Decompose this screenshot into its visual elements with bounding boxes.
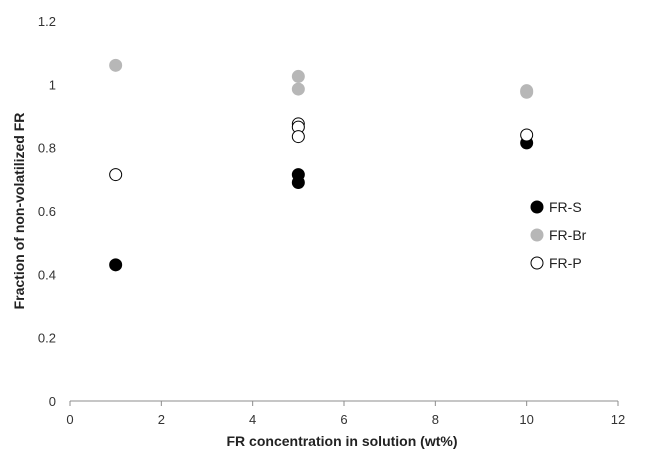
point-fr-br <box>291 82 305 96</box>
legend-marker-fr-br <box>530 228 544 242</box>
legend-label-fr-br: FR-Br <box>549 227 587 243</box>
x-tick-label: 8 <box>432 412 439 427</box>
legend-marker-fr-s <box>530 200 544 214</box>
point-fr-br <box>291 69 305 83</box>
y-tick-label: 0.2 <box>38 331 56 346</box>
x-tick-label: 4 <box>249 412 256 427</box>
x-tick-label: 12 <box>611 412 625 427</box>
legend-label-fr-p: FR-P <box>549 255 582 271</box>
y-axis-ticks: 0 0.2 0.4 0.6 0.8 1 1.2 <box>38 14 56 409</box>
y-tick-label: 0 <box>49 394 56 409</box>
y-tick-label: 1.2 <box>38 14 56 29</box>
x-tick-label: 6 <box>340 412 347 427</box>
point-fr-br <box>520 85 534 99</box>
legend-label-fr-s: FR-S <box>549 199 582 215</box>
x-axis-title: FR concentration in solution (wt%) <box>227 433 458 449</box>
point-fr-br <box>109 58 123 72</box>
x-tick-label: 0 <box>66 412 73 427</box>
y-tick-label: 1 <box>49 77 56 92</box>
point-fr-s <box>291 176 305 189</box>
legend-marker-fr-p <box>530 256 544 270</box>
data-points <box>109 58 534 272</box>
point-fr-p <box>291 130 305 144</box>
x-tick-label: 10 <box>519 412 533 427</box>
y-tick-label: 0.4 <box>38 267 56 282</box>
y-axis-title: Fraction of non-volatilized FR <box>11 113 27 310</box>
point-fr-p <box>109 168 123 182</box>
legend: FR-S FR-Br FR-P <box>530 199 587 271</box>
x-tick-label: 2 <box>158 412 165 427</box>
point-fr-p <box>520 128 534 142</box>
point-fr-s <box>109 258 123 272</box>
x-axis-ticks: 0 2 4 6 8 10 12 <box>66 401 625 427</box>
y-tick-label: 0.8 <box>38 141 56 156</box>
y-tick-label: 0.6 <box>38 204 56 219</box>
